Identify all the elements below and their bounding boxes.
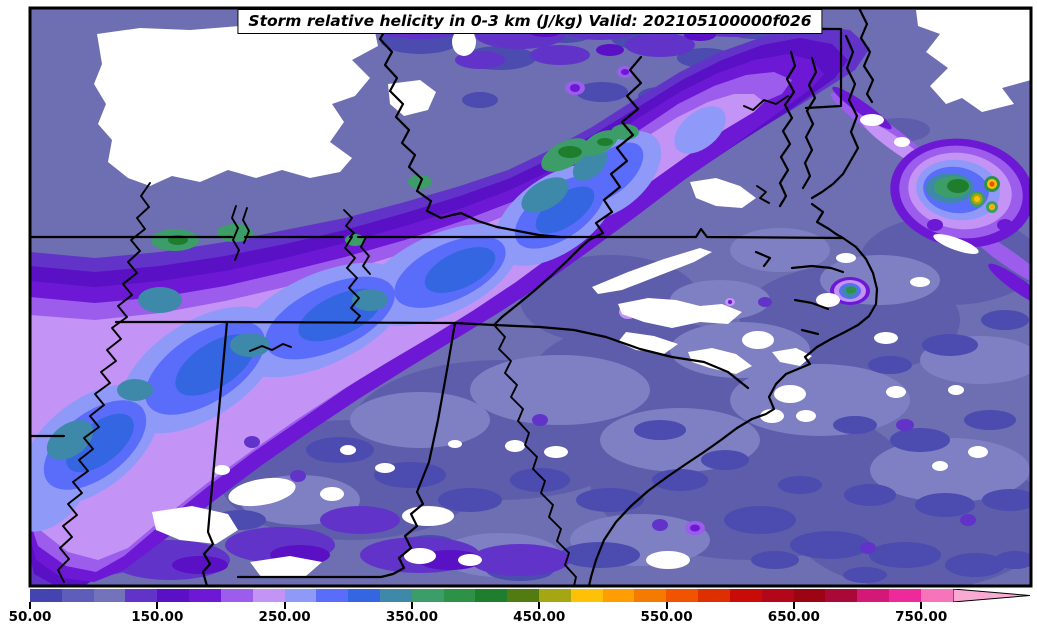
colorbar-tick-label: 350.00 [385, 609, 438, 625]
colorbar: 50.00 150.00 250.00 350.00 450.00 550.00 650.0… [9, 589, 1031, 629]
colorbar-tick [665, 602, 668, 609]
colorbar-tick-label: 750.00 [895, 609, 948, 625]
map-frame [28, 6, 1033, 588]
below-threshold-white-areas [94, 10, 1031, 578]
colorbar-segment [729, 589, 762, 602]
colorbar-tick-label: 550.00 [640, 609, 693, 625]
colorbar-segment [507, 589, 539, 602]
colorbar-tick-label: 250.00 [258, 609, 311, 625]
colorbar-segment [761, 589, 794, 602]
colorbar-segment [220, 589, 253, 602]
colorbar-tick [538, 602, 541, 609]
offshore-max-cluster [890, 138, 1031, 248]
colorbar-segment [189, 589, 221, 602]
colorbar-segment [30, 589, 62, 602]
colorbar-segment [379, 589, 412, 602]
rivers [57, 95, 789, 586]
colorbar-segment [61, 589, 94, 602]
colorbar-segment [475, 589, 508, 602]
colorbar-segment [316, 589, 349, 602]
colorbar-segment [920, 589, 953, 602]
colorbar-segment [698, 589, 730, 602]
colorbar-tick-label: 450.00 [513, 609, 566, 625]
map-title-box: Storm relative helicity in 0-3 km (J/kg)… [237, 9, 823, 34]
colorbar-segment [93, 589, 126, 602]
colorbar-tick [29, 602, 31, 609]
colorbar-segment [539, 589, 571, 602]
coastline [587, 8, 879, 586]
colorbar-segment [857, 589, 889, 602]
colorbar-segment [157, 589, 190, 602]
colorbar-tick [283, 602, 286, 609]
colorbar-tick-label: 650.00 [767, 609, 820, 625]
colorbar-extend-arrow [953, 589, 1031, 602]
colorbar-tick [920, 602, 923, 609]
colorbar-segment [793, 589, 826, 602]
colorbar-tick-label: 150.00 [131, 609, 184, 625]
colorbar-tick [410, 602, 413, 609]
colorbar-segment [825, 589, 858, 602]
colorbar-gradient [30, 589, 953, 602]
state-borders [30, 12, 845, 586]
colorbar-segment [888, 589, 921, 602]
colorbar-segment [634, 589, 667, 602]
colorbar-segment [125, 589, 158, 602]
colorbar-segment [570, 589, 603, 602]
colorbar-segment [284, 589, 317, 602]
map-title: Storm relative helicity in 0-3 km (J/kg)… [248, 12, 812, 30]
colorbar-tick [156, 602, 159, 609]
colorbar-segment [348, 589, 380, 602]
colorbar-segment [252, 589, 285, 602]
colorbar-segment [443, 589, 476, 602]
colorbar-segment [411, 589, 444, 602]
colorbar-segment [666, 589, 699, 602]
colorbar-segment [602, 589, 635, 602]
colorbar-tick [792, 602, 795, 609]
colorbar-tick-label: 50.00 [8, 609, 52, 625]
